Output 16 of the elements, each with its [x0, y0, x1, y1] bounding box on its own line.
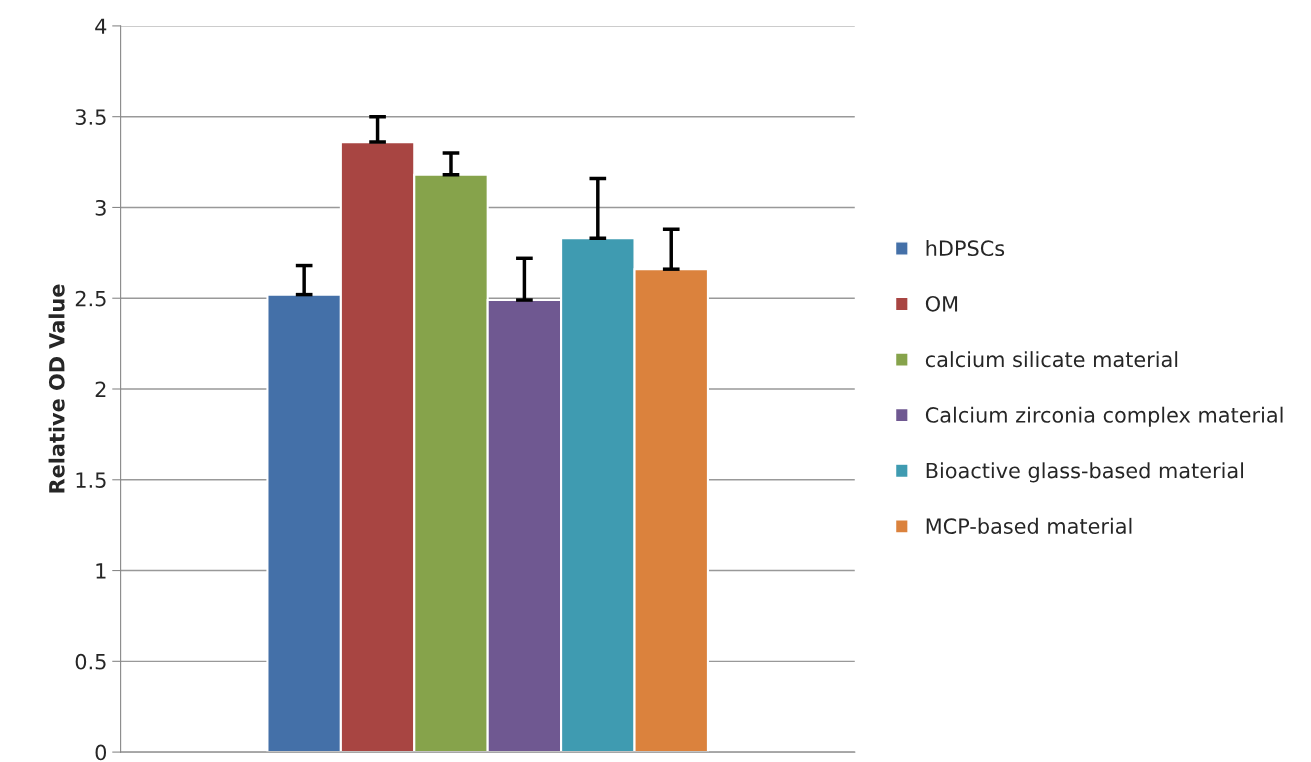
y-axis-title: Relative OD Value: [48, 284, 65, 493]
legend-label: OM: [925, 295, 958, 312]
y-tick-label: 0: [95, 744, 107, 761]
y-tick-label: 3.5: [75, 109, 106, 125]
y-tick-label: 2.5: [75, 290, 106, 307]
legend-label: hDPSCs: [926, 239, 1005, 257]
legend-label: Bioactive glass-based material: [926, 462, 1243, 483]
y-tick-label: 1: [96, 563, 106, 579]
y-tick-label: 0.5: [75, 653, 106, 670]
legend-label: MCP-based material: [926, 517, 1132, 534]
legend-label: Calcium zirconia complex material: [925, 406, 1283, 427]
y-tick-label: 4: [95, 18, 107, 34]
y-tick-label: 2: [95, 381, 106, 397]
legend-label: calcium silicate material: [925, 351, 1178, 368]
y-tick-label: 1.5: [76, 472, 106, 488]
y-tick-label: 3: [95, 199, 106, 216]
